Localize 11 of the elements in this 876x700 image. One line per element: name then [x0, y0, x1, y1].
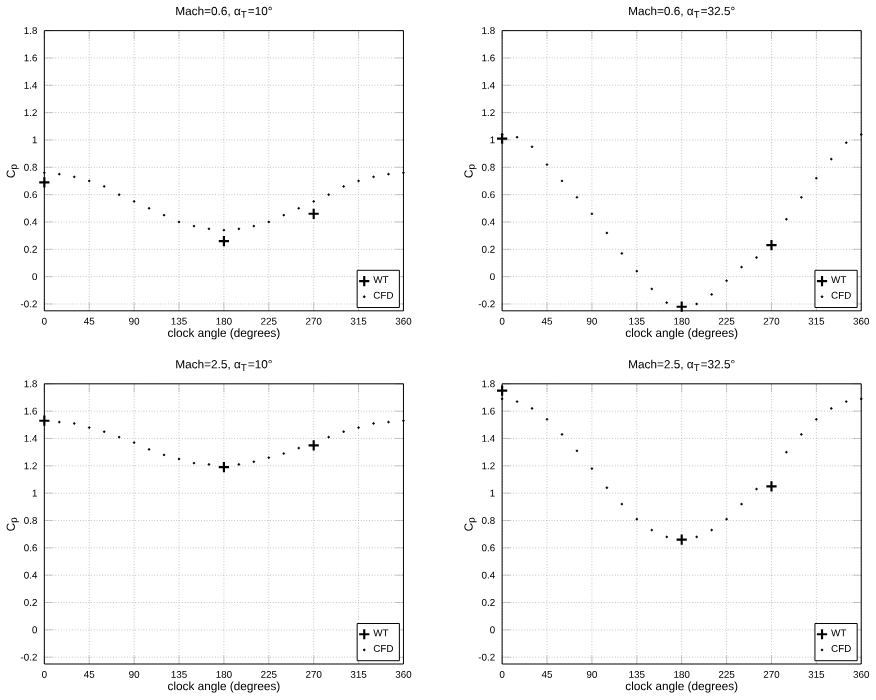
- point: [675, 300, 688, 314]
- point: [38, 176, 51, 189]
- point: [307, 439, 320, 452]
- point: [495, 132, 509, 146]
- point: [675, 533, 688, 547]
- point: [765, 239, 778, 252]
- point: [765, 480, 778, 493]
- point: [38, 414, 51, 428]
- point: [217, 461, 231, 474]
- point: [217, 235, 231, 248]
- point: [495, 384, 509, 398]
